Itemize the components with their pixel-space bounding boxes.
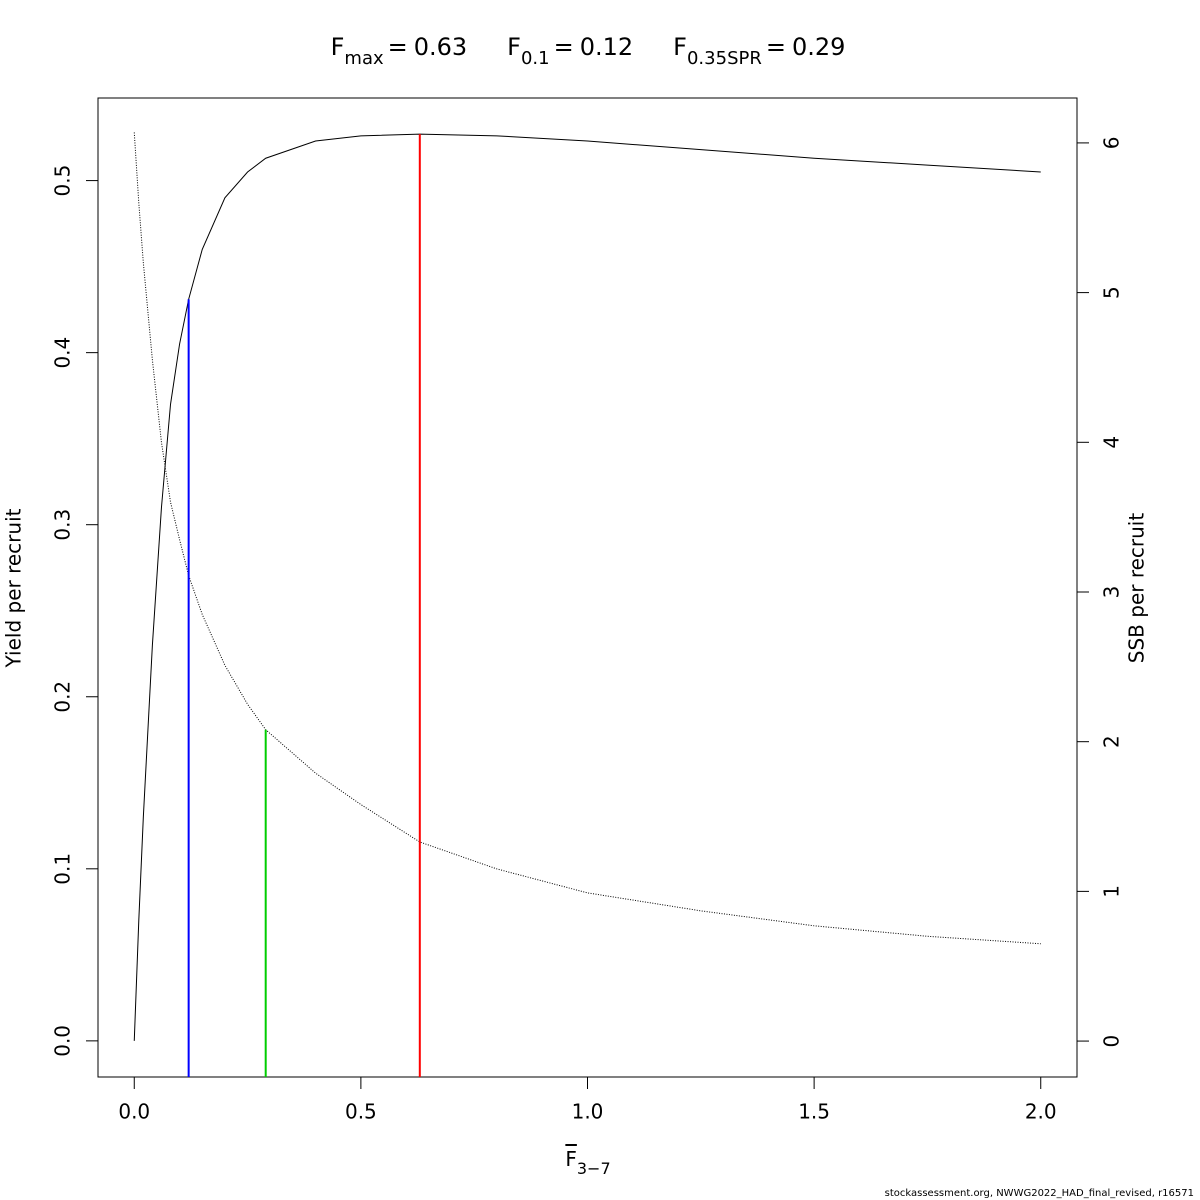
y-tick-label: 0.2 [51,681,75,713]
x-tick-label: 0.5 [345,1100,377,1124]
y-tick-label: 0.3 [51,509,75,541]
title-subscript: max [344,48,384,69]
y2-tick-label: 0 [1100,1035,1124,1048]
y2-tick-label: 5 [1100,286,1124,299]
title-subscript: 0.35SPR [687,48,762,69]
x-label-symbol: F [565,1147,577,1171]
title-operator: = [554,33,574,61]
x-axis-label: F3−7 [565,1147,610,1179]
chart-title: Fmax = 0.63 F0.1 = 0.12 F0.35SPR = 0.29 [331,33,846,69]
title-symbol: F [673,33,687,61]
series-line [133,133,1041,1041]
y-axis-label: Yield per recruit [2,508,26,668]
y-tick-label: 0.4 [51,337,75,369]
y2-tick-label: 2 [1100,735,1124,748]
footer: stockassessment.org, NWWG2022_HAD_final_… [885,1188,1194,1199]
title-symbol: F [331,33,345,61]
title-value: 0.29 [792,33,845,61]
series-line [133,132,1041,945]
x-label-subscript: 3−7 [577,1159,611,1178]
x-tick-label: 1.0 [572,1100,604,1124]
title-operator: = [766,33,786,61]
title-value: 0.12 [580,33,633,61]
y-tick-label: 0.5 [51,165,75,197]
y-tick-label: 0.1 [51,853,75,885]
title-subscript: 0.1 [521,48,550,69]
title-symbol: F [507,33,521,61]
plot-frame [97,97,1078,1078]
x-tick-label: 1.5 [798,1100,830,1124]
title-value: 0.63 [414,33,467,61]
y2-axis-label: SSB per recruit [1125,513,1149,664]
y2-tick-label: 4 [1100,436,1124,449]
x-tick-label: 0.0 [118,1100,150,1124]
title-operator: = [388,33,408,61]
y2-tick-label: 3 [1100,586,1124,599]
y2-tick-label: 6 [1100,137,1124,150]
x-tick-label: 2.0 [1025,1100,1057,1124]
y2-tick-label: 1 [1100,885,1124,898]
y-tick-label: 0.0 [51,1025,75,1057]
